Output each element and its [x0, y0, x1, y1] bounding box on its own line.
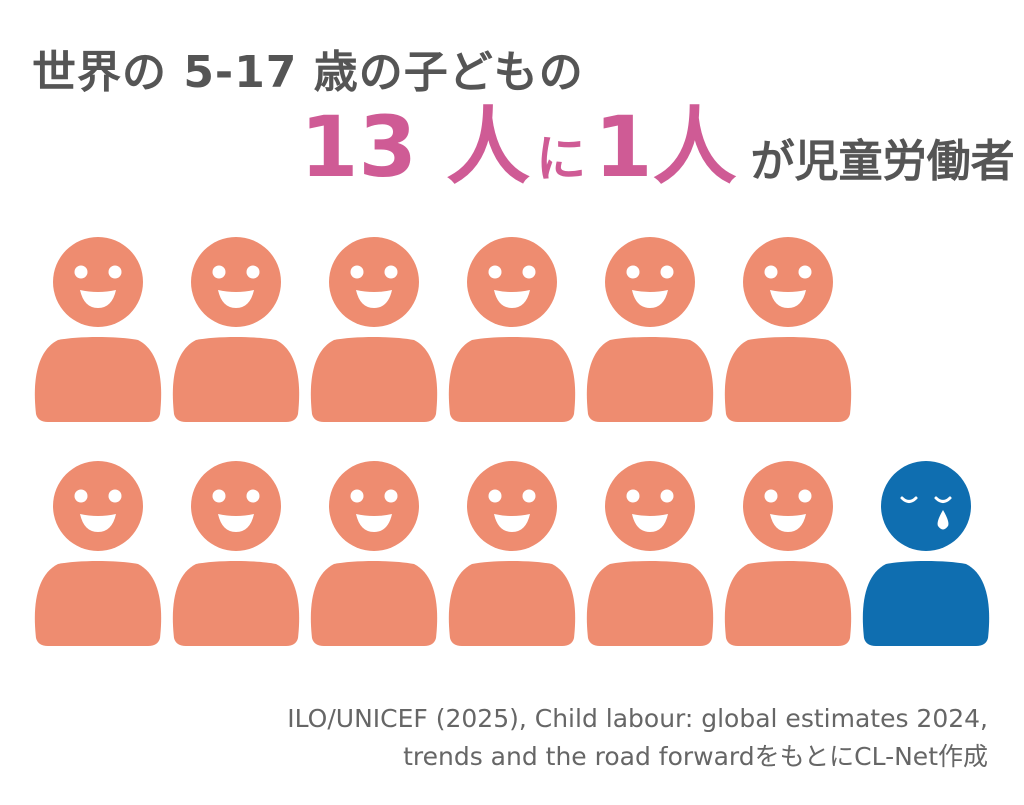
smiling-child-icon: [172, 237, 300, 422]
ratio-one: 1人: [594, 98, 737, 196]
smiling-child-icon: [448, 461, 576, 646]
smiling-child-icon: [448, 237, 576, 422]
headline-ratio: 13 人 に 1人 が児童労働者: [300, 105, 1015, 205]
smiling-child-icon: [34, 461, 162, 646]
ratio-connector: に: [536, 130, 587, 188]
smiling-child-icon: [586, 461, 714, 646]
ratio-suffix: が児童労働者: [750, 136, 1015, 187]
crying-child-icon: [862, 461, 990, 646]
smiling-child-icon: [586, 237, 714, 422]
source-line1: ILO/UNICEF (2025), Child labour: global …: [287, 704, 988, 733]
smiling-child-icon: [724, 461, 852, 646]
smiling-child-icon: [724, 237, 852, 422]
smiling-child-icon: [34, 237, 162, 422]
smiling-child-icon: [172, 461, 300, 646]
source-line2: trends and the road forwardをもとにCL-Net作成: [403, 742, 988, 771]
smiling-child-icon: [310, 237, 438, 422]
ratio-total: 13 人: [300, 98, 531, 196]
source-citation: ILO/UNICEF (2025), Child labour: global …: [287, 700, 988, 776]
headline-line1: 世界の 5-17 歳の子どもの: [32, 47, 584, 98]
smiling-child-icon: [310, 461, 438, 646]
